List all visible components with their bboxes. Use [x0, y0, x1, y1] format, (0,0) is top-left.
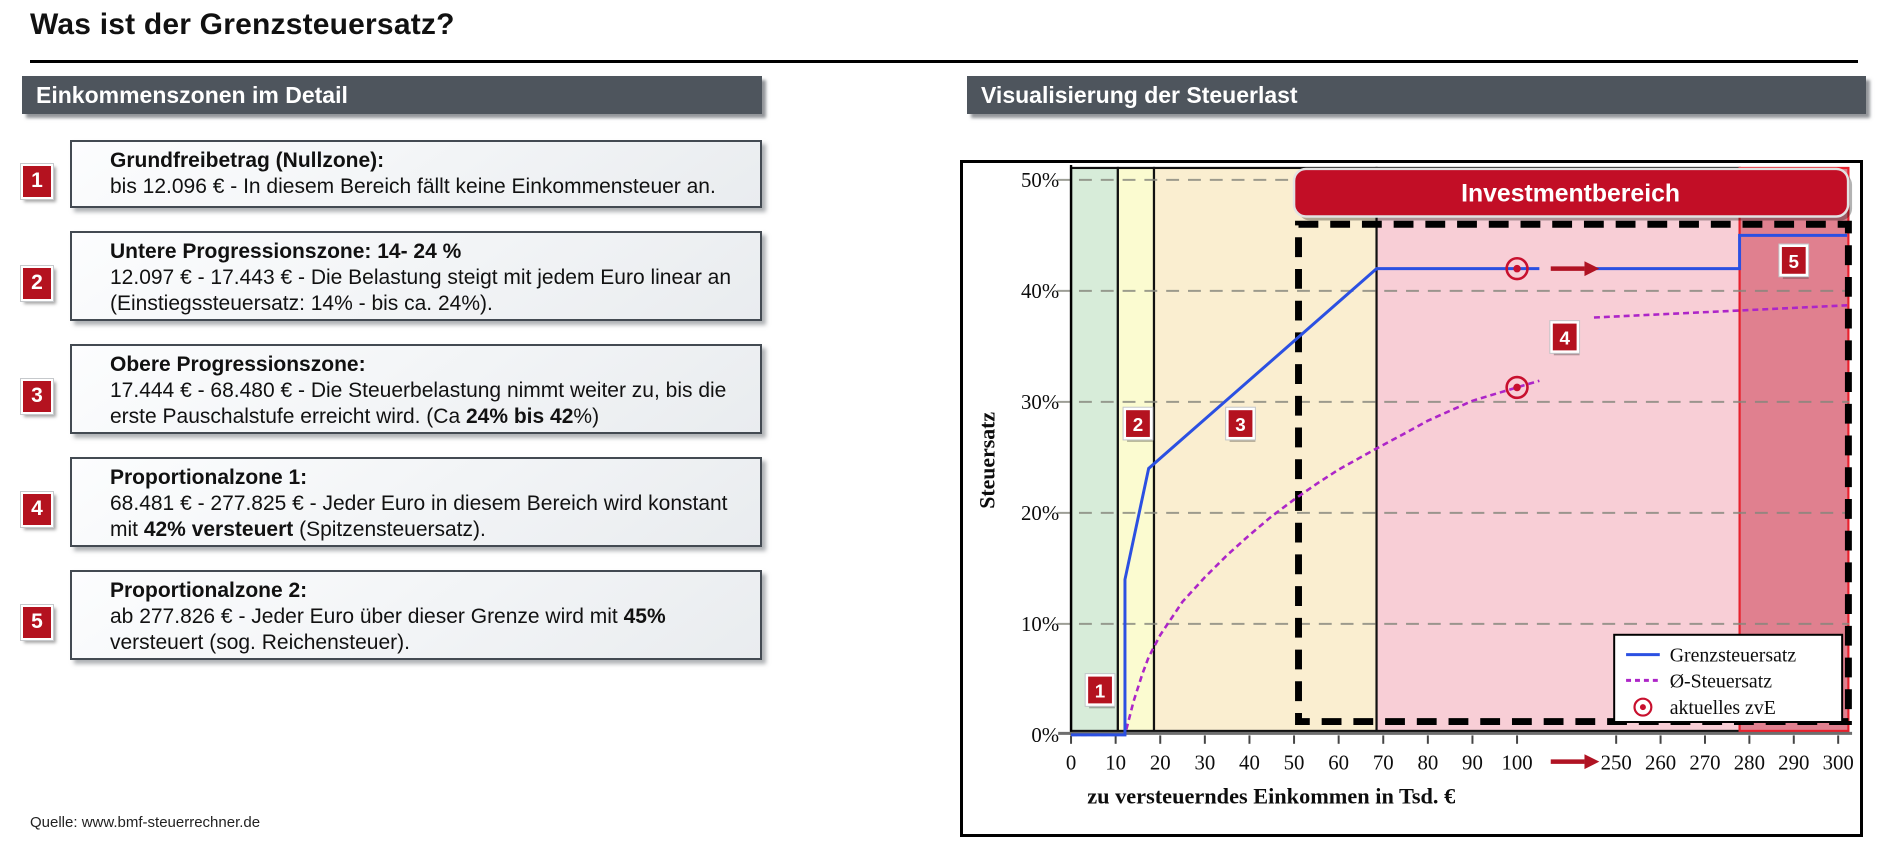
chart-number-badge-2 [1126, 410, 1150, 437]
zone-box-4-title: Proportionalzone 1: [110, 466, 308, 489]
tax-zone-area-2 [1116, 166, 1156, 733]
zone-box-3: Obere Progressionszone: 17.444 € - 68.48… [70, 344, 762, 434]
x-tick-label: 30 [1194, 751, 1215, 775]
legend-label: Ø-Steuersatz [1670, 670, 1773, 692]
y-tick-label: 50% [1021, 168, 1059, 192]
zone-box-1-body: bis 12.096 € - In diesem Bereich fällt k… [110, 175, 716, 198]
current-zve-marker-dot [1513, 264, 1521, 273]
tax-chart: 50% 40% 30% 20% 10% 0% 0 10 20 30 40 50 60 70 80 90 100 2… [976, 164, 1854, 808]
y-tick-label: 40% [1021, 279, 1059, 303]
x-tick-label: 280 [1734, 751, 1765, 775]
zone-box-5-body: ab 277.826 € - Jeder Euro über dieser Gr… [110, 605, 666, 654]
zone-box-2: Untere Progressionszone: 14- 24 % 12.097… [70, 231, 762, 321]
chart-badge-label: 3 [1235, 414, 1245, 435]
chart-badge-label: 5 [1789, 251, 1799, 272]
zone-number-badge-1: 1 [20, 163, 54, 200]
x-tick-label: 290 [1778, 751, 1809, 775]
chart-number-badge-4 [1552, 323, 1577, 351]
series-Ø-Steuersatz [1071, 379, 1540, 737]
zone-box-5: Proportionalzone 2: ab 277.826 € - Jeder… [70, 570, 762, 660]
x-tick-label: 0 [1066, 751, 1076, 775]
page-title: Was ist der Grenzsteuersatz? [30, 8, 455, 41]
chart-badge-label: 4 [1559, 327, 1570, 348]
zone-box-1-title: Grundfreibetrag (Nullzone): [110, 149, 385, 172]
right-section-header-label: Visualisierung der Steuerlast [981, 82, 1298, 108]
investment-badge-label: Investmentbereich [1461, 181, 1680, 208]
x-tick-label: 10 [1105, 751, 1126, 775]
zone-box-3-title: Obere Progressionszone: [110, 353, 366, 376]
y-tick-label: 10% [1021, 612, 1059, 636]
zone-number-badge-5: 5 [20, 604, 54, 641]
y-tick-label: 0% [1031, 723, 1059, 747]
zone-box-1: Grundfreibetrag (Nullzone): bis 12.096 €… [70, 140, 762, 208]
zone-box-2-body: 12.097 € - 17.443 € - Die Belastung stei… [110, 266, 732, 315]
y-tick-label: 30% [1021, 390, 1059, 414]
x-tick-label: 100 [1501, 751, 1532, 775]
x-tick-label: 260 [1645, 751, 1676, 775]
x-tick-label: 70 [1373, 751, 1394, 775]
zone-box-2-title: Untere Progressionszone: 14- 24 % [110, 240, 462, 263]
series-Grenzsteuersatz [1593, 233, 1848, 271]
legend-label: Grenzsteuersatz [1670, 645, 1797, 667]
tax-zone-area-3 [1152, 166, 1378, 733]
left-section-header-label: Einkommenszonen im Detail [36, 82, 348, 108]
x-tick-label: 20 [1150, 751, 1171, 775]
x-axis-title: zu versteuerndes Einkommen in Tsd. € [1087, 783, 1455, 808]
x-tick-label: 40 [1239, 751, 1260, 775]
chart-number-badge-5 [1781, 247, 1806, 274]
zone-number-badge-2: 2 [20, 265, 54, 302]
legend-label: aktuelles zvE [1670, 697, 1776, 719]
zone-box-5-title: Proportionalzone 2: [110, 579, 308, 602]
source-note: Quelle: www.bmf-steuerrechner.de [30, 814, 261, 831]
axis-break-arrow-head [1584, 261, 1600, 277]
x-tick-label: 50 [1284, 751, 1305, 775]
current-zve-marker-ring [1505, 256, 1529, 281]
left-section-header: Einkommenszonen im Detail [22, 76, 762, 114]
current-zve-marker-dot [1513, 383, 1521, 392]
zone-box-4-body: 68.481 € - 277.825 € - Jeder Euro in die… [110, 492, 728, 541]
series-Ø-Steuersatz [1593, 304, 1848, 319]
x-tick-label: 250 [1601, 751, 1632, 775]
right-section-header: Visualisierung der Steuerlast [967, 76, 1866, 114]
current-zve-marker-ring [1505, 375, 1529, 400]
x-tick-label: 90 [1462, 751, 1483, 775]
chart-panel: 50% 40% 30% 20% 10% 0% 0 10 20 30 40 50 60 70 80 90 100 2… [960, 160, 1863, 837]
zone-number-badge-4: 4 [20, 491, 54, 528]
zone-number-badge-3: 3 [20, 378, 54, 415]
legend-marker-ring [1633, 697, 1653, 717]
legend-marker-dot [1639, 704, 1646, 711]
axis-break-arrow-head [1584, 754, 1600, 770]
tax-zone-area-1 [1069, 166, 1119, 733]
chart-number-badge-1 [1088, 676, 1112, 704]
series-Grenzsteuersatz [1071, 267, 1540, 737]
investment-range-outline [1295, 220, 1852, 726]
y-axis-title: Steuersatz [976, 412, 1000, 509]
chart-badge-label: 1 [1095, 680, 1105, 701]
chart-number-badge-3 [1228, 410, 1253, 437]
title-underline [30, 60, 1858, 63]
zone-box-3-body: 17.444 € - 68.480 € - Die Steuerbelastun… [110, 379, 727, 428]
y-tick-label: 20% [1021, 501, 1059, 525]
x-tick-label: 300 [1823, 751, 1854, 775]
x-tick-label: 270 [1689, 751, 1720, 775]
investment-badge [1292, 167, 1850, 218]
x-tick-label: 60 [1328, 751, 1349, 775]
chart-badge-label: 2 [1133, 414, 1143, 435]
x-tick-label: 80 [1417, 751, 1438, 775]
zone-box-4: Proportionalzone 1: 68.481 € - 277.825 €… [70, 457, 762, 547]
